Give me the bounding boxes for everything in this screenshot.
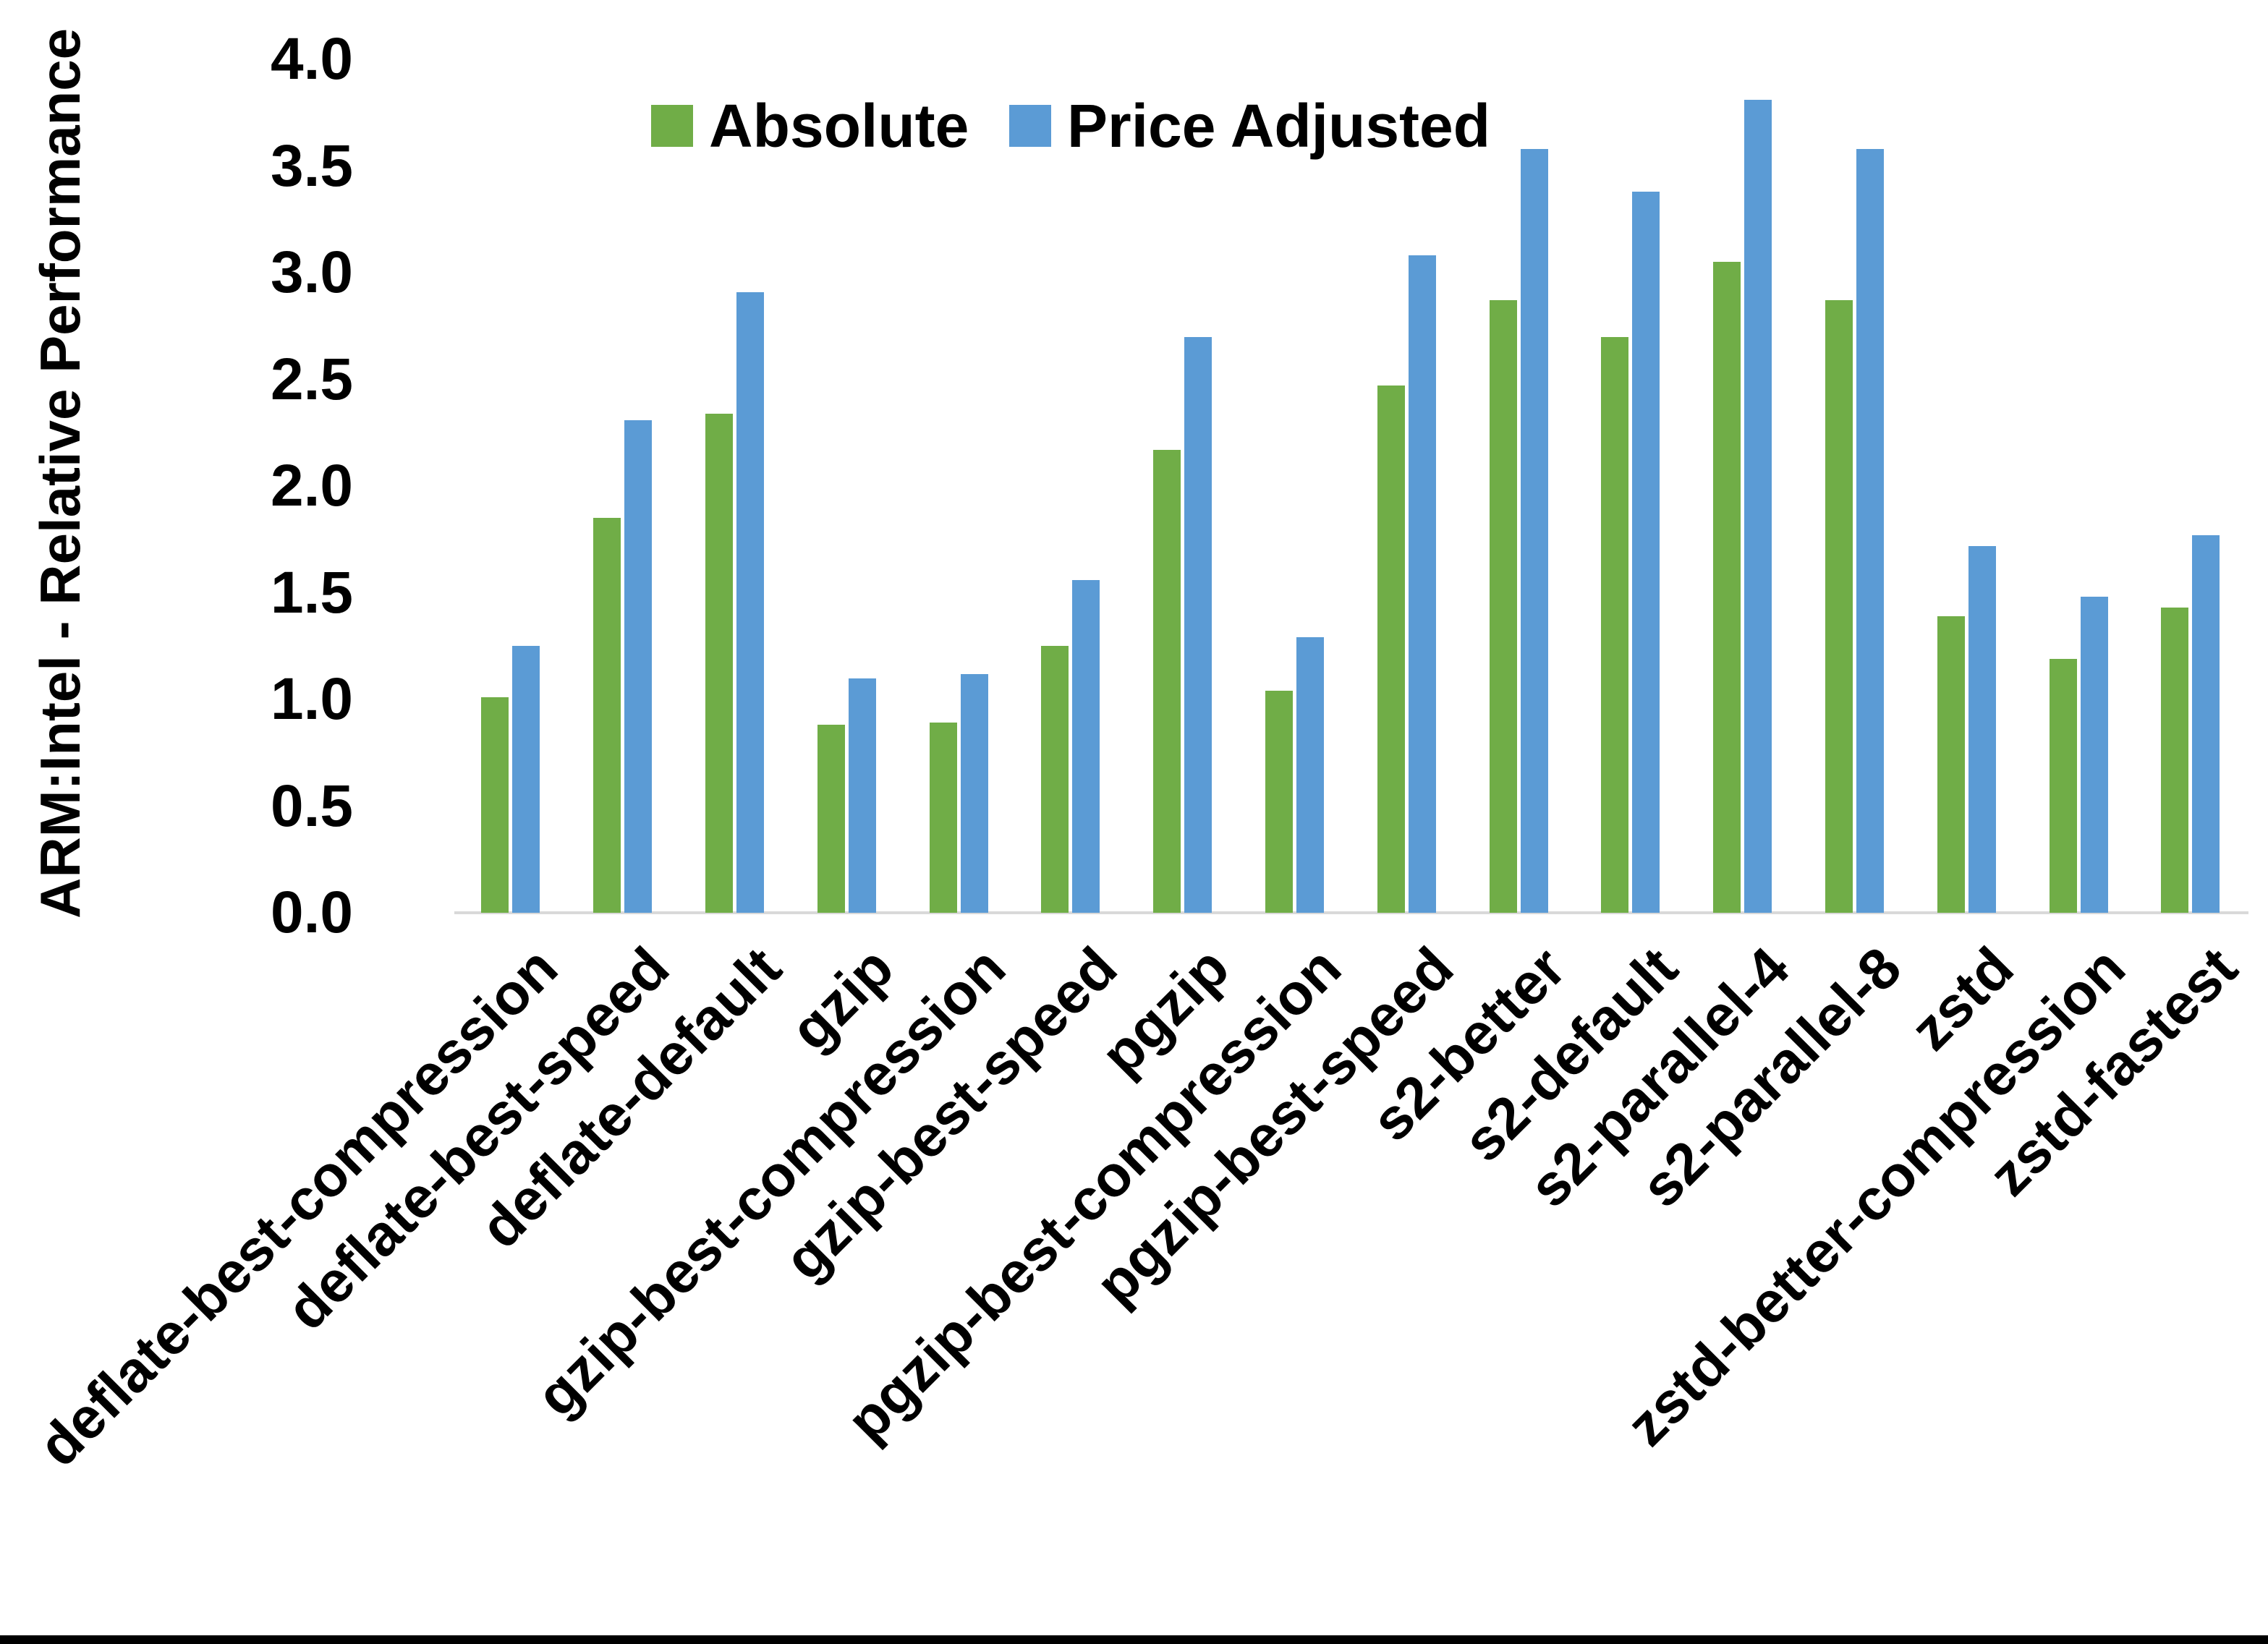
bar-absolute — [1601, 336, 1629, 913]
bar-absolute — [481, 697, 509, 913]
bar-absolute — [1153, 449, 1181, 913]
y-tick-label: 0.5 — [271, 772, 353, 839]
bar-price-adjusted — [1072, 579, 1100, 913]
bar-absolute — [1825, 300, 1853, 913]
bar-absolute — [2161, 608, 2189, 913]
y-tick-label: 3.5 — [271, 132, 353, 199]
bar-price-adjusted — [1184, 336, 1212, 913]
bar-price-adjusted — [1408, 255, 1436, 913]
bar-price-adjusted — [1632, 191, 1660, 913]
y-tick-label: 2.5 — [271, 346, 353, 412]
y-tick-label: 1.0 — [271, 666, 353, 732]
bar-absolute — [1041, 646, 1069, 913]
legend-swatch — [1009, 105, 1051, 147]
legend-swatch — [651, 105, 693, 147]
bar-absolute — [705, 413, 733, 913]
y-tick-label: 3.0 — [271, 239, 353, 305]
bar-price-adjusted — [736, 291, 764, 913]
bar-price-adjusted — [1520, 148, 1548, 913]
legend-item-absolute: Absolute — [651, 91, 969, 160]
y-axis-title: ARM:Intel - Relative Performance — [28, 28, 92, 919]
y-tick-label: 4.0 — [271, 26, 353, 92]
bottom-border — [0, 1635, 2268, 1644]
bar-absolute — [1265, 691, 1293, 913]
bar-price-adjusted — [960, 673, 988, 913]
bar-absolute — [1713, 262, 1741, 913]
bar-absolute — [2049, 658, 2077, 913]
bar-price-adjusted — [1968, 545, 1996, 913]
bar-absolute — [817, 725, 845, 913]
bar-absolute — [1489, 300, 1517, 913]
y-tick-label: 0.0 — [271, 880, 353, 945]
bar-price-adjusted — [848, 678, 876, 913]
legend-label: Price Adjusted — [1067, 91, 1491, 160]
legend-item-price-adjusted: Price Adjusted — [1009, 91, 1491, 160]
x-axis-line — [454, 911, 2248, 914]
bar-price-adjusted — [1744, 100, 1772, 913]
bar-price-adjusted — [624, 419, 653, 913]
bar-price-adjusted — [2080, 597, 2108, 913]
bar-absolute — [1377, 386, 1405, 913]
bar-price-adjusted — [512, 646, 540, 913]
bar-price-adjusted — [1856, 148, 1884, 913]
bar-absolute — [1937, 616, 1965, 913]
bar-price-adjusted — [2192, 534, 2220, 913]
y-tick-label: 2.0 — [271, 453, 353, 519]
bar-price-adjusted — [1296, 637, 1324, 913]
legend-label: Absolute — [709, 91, 969, 160]
bar-absolute — [593, 518, 621, 913]
bar-absolute — [929, 723, 957, 913]
y-tick-label: 1.5 — [271, 559, 353, 626]
